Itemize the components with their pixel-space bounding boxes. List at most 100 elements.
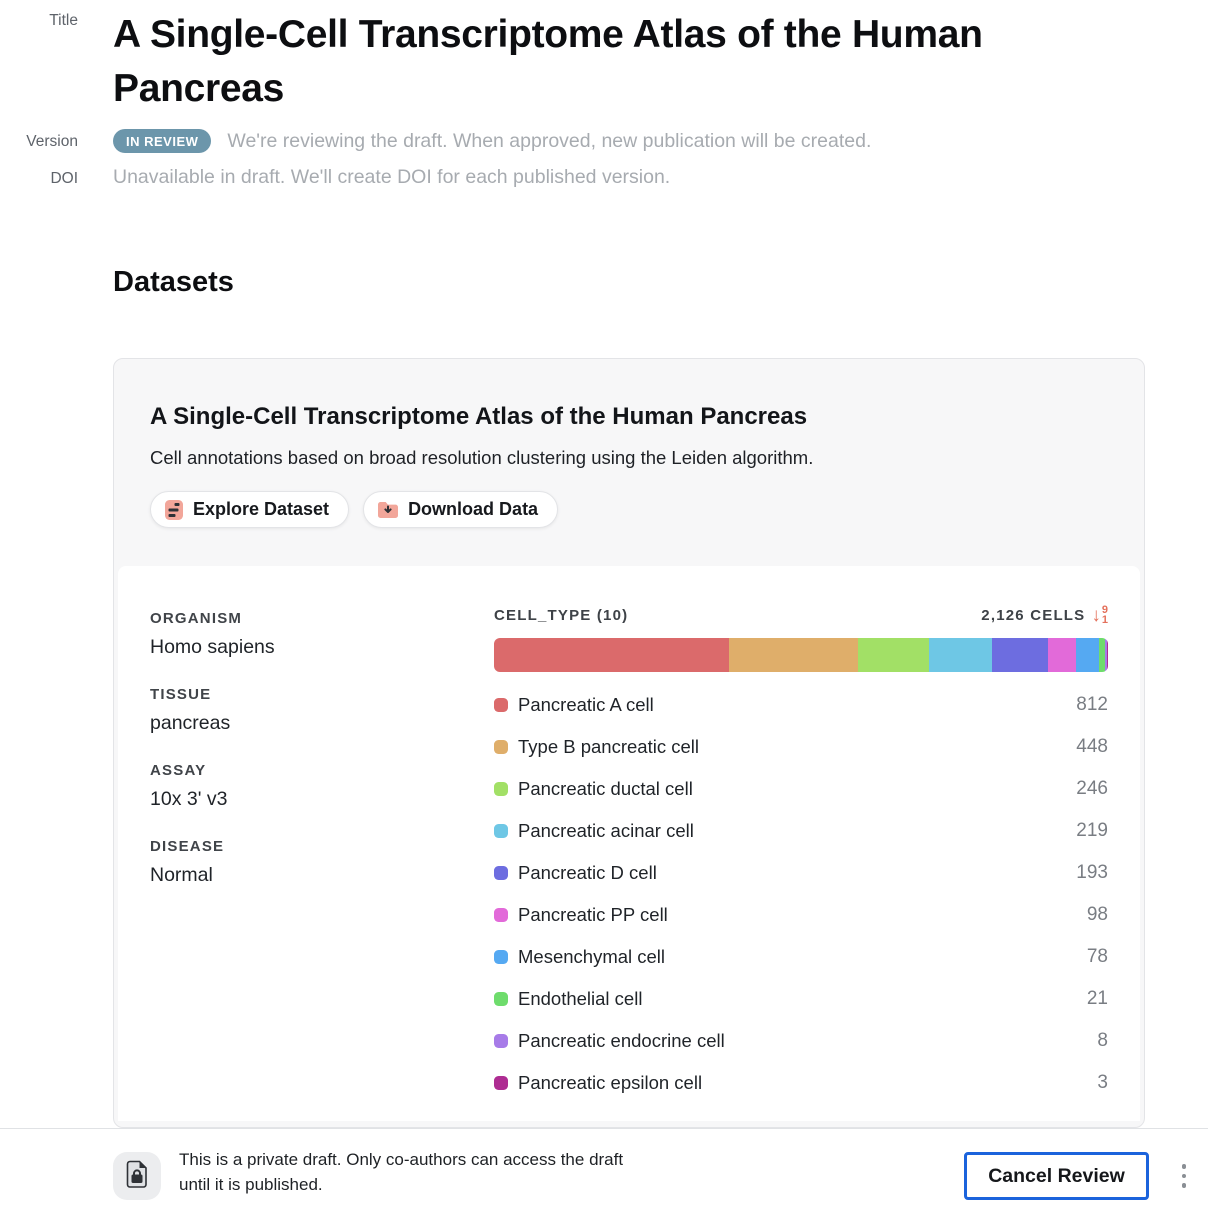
legend-color-dot bbox=[494, 1034, 508, 1048]
bar-segment bbox=[857, 638, 929, 672]
download-data-button[interactable]: Download Data bbox=[363, 491, 559, 528]
legend-row: Pancreatic D cell 193 bbox=[494, 852, 1108, 894]
metadata-tissue: TISSUE pancreas bbox=[150, 686, 275, 735]
legend-row: Pancreatic endocrine cell 8 bbox=[494, 1020, 1108, 1062]
metadata-label: ASSAY bbox=[150, 762, 207, 779]
legend-count: 98 bbox=[1086, 904, 1108, 925]
bar-segment bbox=[728, 638, 858, 672]
explore-dataset-label: Explore Dataset bbox=[193, 499, 330, 519]
bar-segment bbox=[992, 638, 1048, 672]
legend-color-dot bbox=[494, 866, 508, 880]
cell-total-label: 2,126 CELLS bbox=[981, 607, 1086, 624]
cell-type-legend: Pancreatic A cell 812 Type B pancreatic ce… bbox=[494, 684, 1108, 1104]
legend-label: Type B pancreatic cell bbox=[518, 736, 699, 757]
legend-color-dot bbox=[494, 1076, 508, 1090]
datasets-heading: Datasets bbox=[113, 266, 234, 298]
bar-segment bbox=[928, 638, 993, 672]
sort-digit-top: 9 bbox=[1101, 604, 1108, 616]
legend-label: Pancreatic ductal cell bbox=[518, 778, 693, 799]
bar-segment bbox=[1098, 638, 1105, 672]
metadata-label: ORGANISM bbox=[150, 610, 243, 627]
download-icon bbox=[377, 500, 399, 519]
draft-status-bar: This is a private draft. Only co-authors… bbox=[0, 1128, 1208, 1222]
legend-row: Pancreatic ductal cell 246 bbox=[494, 768, 1108, 810]
legend-label: Pancreatic PP cell bbox=[518, 904, 668, 925]
legend-row: Pancreatic acinar cell 219 bbox=[494, 810, 1108, 852]
version-field-label: Version bbox=[26, 133, 78, 150]
legend-row: Pancreatic PP cell 98 bbox=[494, 894, 1108, 936]
legend-count: 219 bbox=[1076, 820, 1108, 841]
legend-label: Pancreatic A cell bbox=[518, 694, 654, 715]
title-field-label: Title bbox=[49, 12, 78, 29]
legend-color-dot bbox=[494, 824, 508, 838]
explore-dataset-button[interactable]: Explore Dataset bbox=[150, 491, 350, 528]
cell-total: 2,126 CELLS ↓ 9 1 bbox=[981, 604, 1108, 626]
doi-field-label: DOI bbox=[50, 170, 78, 187]
private-draft-lock-tile bbox=[113, 1152, 161, 1200]
legend-count: 448 bbox=[1076, 736, 1108, 757]
legend-label: Pancreatic acinar cell bbox=[518, 820, 694, 841]
legend-count: 812 bbox=[1076, 694, 1108, 715]
dataset-actions: Explore Dataset Download Data bbox=[150, 491, 1108, 528]
cell-type-bar bbox=[494, 638, 1108, 672]
legend-count: 246 bbox=[1076, 778, 1108, 799]
metadata-column: ORGANISM Homo sapiens TISSUE pancreas AS… bbox=[150, 610, 275, 914]
explore-icon bbox=[164, 499, 184, 521]
legend-row: Pancreatic A cell 812 bbox=[494, 684, 1108, 726]
legend-count: 193 bbox=[1076, 862, 1108, 883]
dataset-details-panel: ORGANISM Homo sapiens TISSUE pancreas AS… bbox=[118, 566, 1140, 1121]
cell-type-header: CELL_TYPE (10) bbox=[494, 607, 629, 624]
metadata-value: Normal bbox=[150, 864, 213, 886]
dataset-title: A Single-Cell Transcriptome Atlas of the… bbox=[150, 403, 808, 430]
dataset-card: A Single-Cell Transcriptome Atlas of the… bbox=[113, 358, 1145, 1128]
sort-descending-icon[interactable]: ↓ 9 1 bbox=[1091, 604, 1108, 626]
legend-row: Mesenchymal cell 78 bbox=[494, 936, 1108, 978]
dataset-subtitle: Cell annotations based on broad resoluti… bbox=[150, 447, 814, 468]
cancel-review-button[interactable]: Cancel Review bbox=[964, 1152, 1149, 1200]
legend-count: 8 bbox=[1097, 1030, 1108, 1051]
metadata-label: DISEASE bbox=[150, 838, 225, 855]
in-review-badge: IN REVIEW bbox=[113, 129, 212, 153]
metadata-label: TISSUE bbox=[150, 686, 212, 703]
legend-color-dot bbox=[494, 740, 508, 754]
bar-segment bbox=[1047, 638, 1077, 672]
legend-row: Pancreatic epsilon cell 3 bbox=[494, 1062, 1108, 1104]
bar-segment bbox=[1076, 638, 1099, 672]
bar-segment bbox=[1107, 638, 1108, 672]
legend-count: 3 bbox=[1097, 1072, 1108, 1093]
version-message: We're reviewing the draft. When approved… bbox=[227, 129, 872, 152]
download-data-label: Download Data bbox=[408, 499, 539, 519]
metadata-value: pancreas bbox=[150, 712, 231, 734]
legend-color-dot bbox=[494, 908, 508, 922]
legend-label: Mesenchymal cell bbox=[518, 946, 666, 967]
sort-digit-bottom: 1 bbox=[1101, 613, 1108, 626]
legend-color-dot bbox=[494, 782, 508, 796]
metadata-value: 10x 3' v3 bbox=[150, 788, 228, 810]
legend-label: Pancreatic endocrine cell bbox=[518, 1030, 725, 1051]
legend-count: 78 bbox=[1086, 946, 1108, 967]
legend-color-dot bbox=[494, 950, 508, 964]
legend-color-dot bbox=[494, 698, 508, 712]
cell-type-stats: CELL_TYPE (10) 2,126 CELLS ↓ 9 1 Pancrea… bbox=[494, 604, 1108, 1104]
locked-document-icon bbox=[125, 1160, 149, 1193]
metadata-assay: ASSAY 10x 3' v3 bbox=[150, 762, 275, 811]
page-title: A Single-Cell Transcriptome Atlas of the… bbox=[113, 13, 983, 110]
legend-label: Pancreatic D cell bbox=[518, 862, 657, 883]
doi-message: Unavailable in draft. We'll create DOI f… bbox=[113, 166, 671, 188]
more-options-kebab-icon[interactable] bbox=[1172, 1160, 1196, 1192]
legend-row: Endothelial cell 21 bbox=[494, 978, 1108, 1020]
dataset-card-header: A Single-Cell Transcriptome Atlas of the… bbox=[114, 359, 1144, 528]
bar-segment bbox=[494, 638, 729, 672]
version-row: IN REVIEW We're reviewing the draft. Whe… bbox=[113, 129, 871, 153]
metadata-value: Homo sapiens bbox=[150, 636, 275, 658]
cell-type-header-row: CELL_TYPE (10) 2,126 CELLS ↓ 9 1 bbox=[494, 604, 1108, 626]
private-draft-notice: This is a private draft. Only co-authors… bbox=[179, 1150, 624, 1194]
legend-label: Endothelial cell bbox=[518, 988, 643, 1009]
sort-arrow-icon: ↓ bbox=[1091, 605, 1101, 626]
metadata-disease: DISEASE Normal bbox=[150, 838, 275, 887]
legend-count: 21 bbox=[1086, 988, 1108, 1009]
legend-label: Pancreatic epsilon cell bbox=[518, 1072, 703, 1093]
metadata-organism: ORGANISM Homo sapiens bbox=[150, 610, 275, 659]
legend-color-dot bbox=[494, 992, 508, 1006]
bar-segment bbox=[1104, 638, 1108, 672]
